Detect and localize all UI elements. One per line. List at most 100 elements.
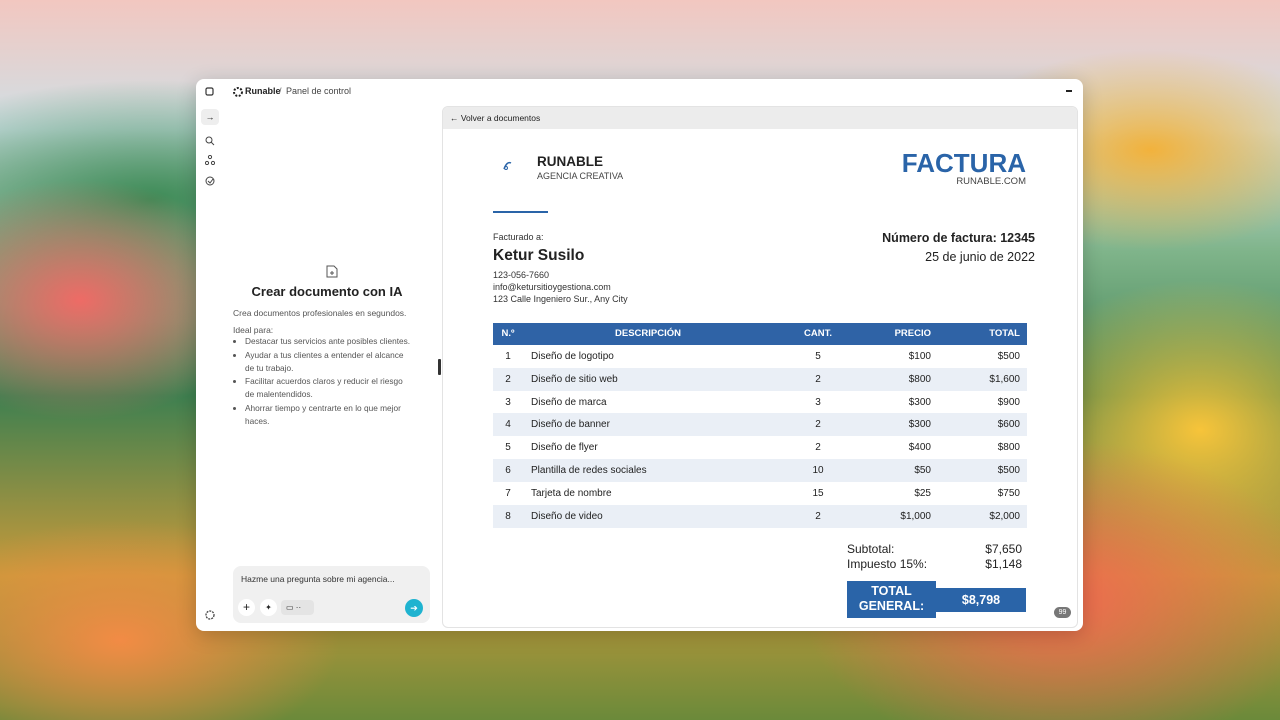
table-cell: $900	[997, 396, 1020, 408]
table-row: 5 Diseño de flyer 2 $400 $800	[493, 436, 1027, 460]
company-tagline: AGENCIA CREATIVA	[537, 171, 624, 181]
nav-tasks[interactable]	[205, 176, 215, 186]
add-button[interactable]: +	[238, 599, 255, 616]
panel-title: Crear documento con IA	[251, 284, 403, 299]
client-email: info@ketursitioygestiona.com	[493, 282, 611, 292]
invoice-number: Número de factura: 12345	[882, 231, 1035, 245]
table-cell: $800	[908, 373, 931, 385]
table-cell: $300	[908, 396, 931, 408]
table-cell: $500	[997, 465, 1020, 476]
table-cell: $400	[908, 442, 931, 454]
tax-label: Impuesto 15%:	[847, 557, 928, 571]
table-cell: $750	[997, 487, 1020, 499]
table-row: 8 Diseño de video 2 $1,000 $2,000	[493, 504, 1027, 528]
table-cell: Diseño de logotipo	[531, 351, 614, 362]
tax: $1,148	[985, 557, 1022, 571]
table-cell: Diseño de video	[531, 510, 603, 522]
settings-button[interactable]	[204, 609, 216, 621]
table-cell: 5	[505, 442, 511, 454]
brand: Runable	[245, 86, 281, 96]
panel-resizer[interactable]	[438, 359, 441, 375]
table-row: 2 Diseño de sitio web 2 $800 $1,600	[493, 367, 1027, 391]
panel-subtitle: Crea documentos profesionales en segundo…	[233, 308, 407, 318]
billed-to-label: Facturado a:	[493, 232, 544, 242]
bullet-item: Ahorrar tiempo y centrarte en lo que mej…	[245, 402, 413, 428]
table-cell: Diseño de banner	[531, 419, 610, 431]
nav-share[interactable]	[205, 155, 215, 165]
breadcrumb-sep: /	[279, 86, 282, 96]
table-cell: 2	[815, 442, 821, 454]
table-cell: Diseño de marca	[531, 396, 607, 408]
table-cell: Tarjeta de nombre	[531, 487, 612, 499]
grand-total: $8,798	[936, 588, 1026, 612]
breadcrumb[interactable]: Panel de control	[286, 86, 352, 96]
table-cell: 15	[812, 487, 824, 499]
table-cell: 2	[815, 419, 821, 431]
table-cell: 4	[505, 419, 511, 431]
table-row: 4 Diseño de banner 2 $300 $600	[493, 413, 1027, 437]
send-button[interactable]: ➔	[405, 599, 423, 617]
table-row: 7 Tarjeta de nombre 15 $25 $750	[493, 481, 1027, 505]
header-cell: PRECIO	[894, 328, 931, 339]
table-row: 1 Diseño de logotipo 5 $100 $500	[493, 345, 1027, 368]
website: RUNABLE.COM	[956, 176, 1026, 187]
header-cell: DESCRIPCIÓN	[615, 328, 681, 339]
table-cell: 3	[815, 396, 821, 408]
subtotal: $7,650	[985, 542, 1022, 556]
minimize-button[interactable]	[1066, 90, 1072, 92]
doc-toolbar	[443, 107, 1077, 129]
nav-new[interactable]: →	[201, 109, 219, 125]
divider	[493, 211, 548, 213]
table-cell: 2	[505, 373, 511, 385]
nav-search[interactable]	[205, 136, 215, 146]
tools-button[interactable]: ✦	[260, 599, 277, 616]
table-cell: $100	[908, 351, 931, 362]
table-cell: Diseño de sitio web	[531, 373, 618, 385]
table-cell: $25	[914, 487, 931, 499]
subtotal-label: Subtotal:	[847, 542, 895, 556]
table-cell: Plantilla de redes sociales	[531, 465, 647, 476]
table-cell: 1	[505, 351, 511, 362]
brand-logo	[233, 87, 243, 97]
table-row: 6 Plantilla de redes sociales 10 $50 $500	[493, 459, 1027, 482]
client-name: Ketur Susilo	[493, 247, 585, 264]
doc-title: FACTURA	[901, 148, 1026, 178]
back-link[interactable]: ← Volver a documentos	[450, 113, 541, 123]
table-cell: $1,000	[900, 510, 931, 522]
company-name: RUNABLE	[537, 154, 603, 169]
header-cell: TOTAL	[989, 328, 1020, 339]
table-cell: $50	[914, 465, 931, 476]
table-cell: 2	[815, 373, 821, 385]
mode-button[interactable]: ▭ ··	[281, 600, 314, 615]
header-cell: CANT.	[804, 328, 832, 339]
input-placeholder: Hazme una pregunta sobre mi agencia...	[241, 574, 395, 584]
sidebar-toggle[interactable]	[205, 87, 215, 97]
invoice-date: 25 de junio de 2022	[925, 250, 1035, 264]
table-cell: 8	[505, 510, 511, 522]
chat-input[interactable]: Hazme una pregunta sobre mi agencia... +…	[233, 566, 430, 623]
table-cell: $2,000	[989, 510, 1020, 522]
doc-icon	[326, 265, 338, 278]
header-cell: N.º	[501, 328, 515, 339]
bullet-list: Destacar tus servicios ante posibles cli…	[233, 335, 413, 429]
company-logo	[503, 161, 512, 170]
table-cell: 5	[815, 351, 821, 362]
table-cell: $500	[997, 351, 1020, 362]
table-cell: 3	[505, 396, 511, 408]
client-address: 123 Calle Ingeniero Sur., Any City	[493, 294, 628, 304]
bullet-item: Destacar tus servicios ante posibles cli…	[245, 335, 413, 348]
table-row: 3 Diseño de marca 3 $300 $900	[493, 390, 1027, 414]
table-header: N.º DESCRIPCIÓN CANT. PRECIO TOTAL	[493, 323, 1027, 345]
table-cell: 7	[505, 487, 511, 499]
table-cell: $800	[997, 442, 1020, 454]
table-cell: 6	[505, 465, 511, 476]
client-phone: 123-056-7660	[493, 270, 550, 280]
table-cell: 2	[815, 510, 821, 522]
grand-total-label: TOTAL GENERAL:	[847, 581, 936, 618]
table-cell: Diseño de flyer	[531, 442, 598, 454]
chat-bubble[interactable]: 99	[1054, 607, 1071, 618]
table-cell: $600	[997, 419, 1020, 431]
table-cell: $300	[908, 419, 931, 431]
bullet-item: Facilitar acuerdos claros y reducir el r…	[245, 375, 413, 401]
